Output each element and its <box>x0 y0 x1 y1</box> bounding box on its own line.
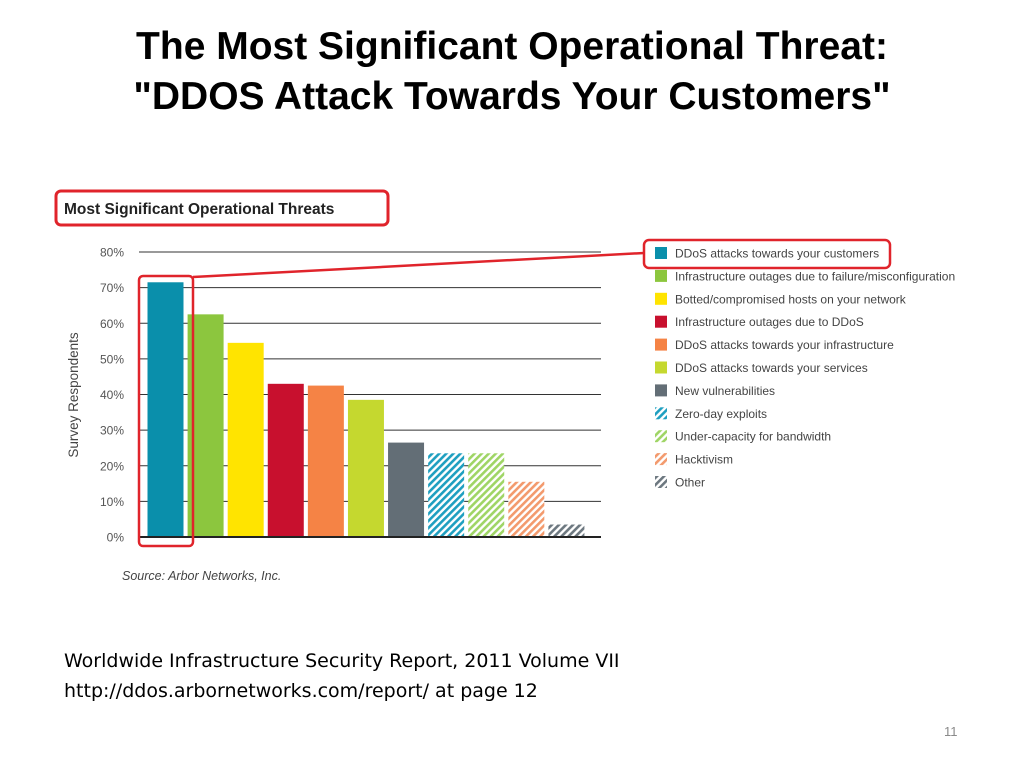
bar <box>267 383 304 537</box>
bar <box>508 481 545 537</box>
legend-swatch <box>655 269 667 282</box>
highlight-box-first-bar <box>137 274 195 548</box>
bar <box>388 442 425 537</box>
y-tick-label: 80% <box>100 246 124 260</box>
legend-label: DDoS attacks towards your services <box>675 361 868 375</box>
footer-report-title: Worldwide Infrastructure Security Report… <box>64 650 620 672</box>
y-tick-label: 0% <box>107 531 125 545</box>
legend-label: New vulnerabilities <box>675 384 775 398</box>
legend-swatch <box>655 453 667 466</box>
legend-swatch <box>655 476 667 488</box>
legend-swatch <box>655 315 667 328</box>
y-tick-label: 60% <box>100 317 124 331</box>
footer-reference: Worldwide Infrastructure Security Report… <box>64 646 620 706</box>
bar <box>428 453 465 537</box>
page-number: 11 <box>944 724 958 739</box>
y-tick-label: 30% <box>100 424 124 438</box>
y-tick-label: 40% <box>100 388 124 402</box>
chart-title-highlight-box <box>54 189 390 227</box>
legend-label: Other <box>675 476 705 490</box>
legend-swatch <box>655 292 667 305</box>
legend: DDoS attacks towards your customers Infra… <box>655 247 955 490</box>
y-tick-label: 20% <box>100 459 124 473</box>
legend-swatch <box>655 361 667 374</box>
y-tick-label: 50% <box>100 352 124 366</box>
legend-swatch <box>655 247 667 259</box>
legend-label: DDoS attacks towards your infrastructure <box>675 338 894 352</box>
bar <box>468 453 505 537</box>
bar <box>307 385 344 537</box>
y-tick-label: 10% <box>100 495 124 509</box>
legend-label: Infrastructure outages due to failure/mi… <box>675 269 955 283</box>
legend-label: Infrastructure outages due to DDoS <box>675 315 864 329</box>
slide-title-line-1: The Most Significant Operational Threat: <box>136 25 888 68</box>
bar <box>147 282 184 537</box>
legend-label: Hacktivism <box>675 453 733 467</box>
legend-label: Botted/compromised hosts on your network <box>675 292 907 306</box>
legend-swatch <box>655 407 667 420</box>
chart-title: Most Significant Operational Threats <box>64 201 334 218</box>
slide-title-line-2: "DDOS Attack Towards Your Customers" <box>133 75 891 118</box>
legend-label: Under-capacity for bandwidth <box>675 430 831 444</box>
y-axis-label: Survey Respondents <box>66 332 81 458</box>
bar <box>548 524 585 537</box>
legend-label: Zero-day exploits <box>675 407 767 421</box>
highlight-connector-line <box>192 251 645 279</box>
legend-label: DDoS attacks towards your customers <box>675 247 879 261</box>
footer-report-url: http://ddos.arbornetworks.com/report/ at… <box>64 680 538 702</box>
legend-swatch <box>655 338 667 351</box>
bar-chart: Most Significant Operational Threats Sur… <box>54 189 955 583</box>
bar <box>347 399 384 537</box>
y-tick-labels: 0% 10% 20% 30% 40% 50% 60% 70% 80% <box>100 246 124 545</box>
legend-swatch <box>655 430 667 443</box>
chart-source: Source: Arbor Networks, Inc. <box>122 569 281 583</box>
bars <box>147 282 585 537</box>
highlight-box-legend-item <box>642 238 892 270</box>
legend-swatch <box>655 384 667 397</box>
slide-title: The Most Significant Operational Threat:… <box>0 22 1024 122</box>
y-tick-label: 70% <box>100 281 124 295</box>
bar <box>227 342 264 537</box>
